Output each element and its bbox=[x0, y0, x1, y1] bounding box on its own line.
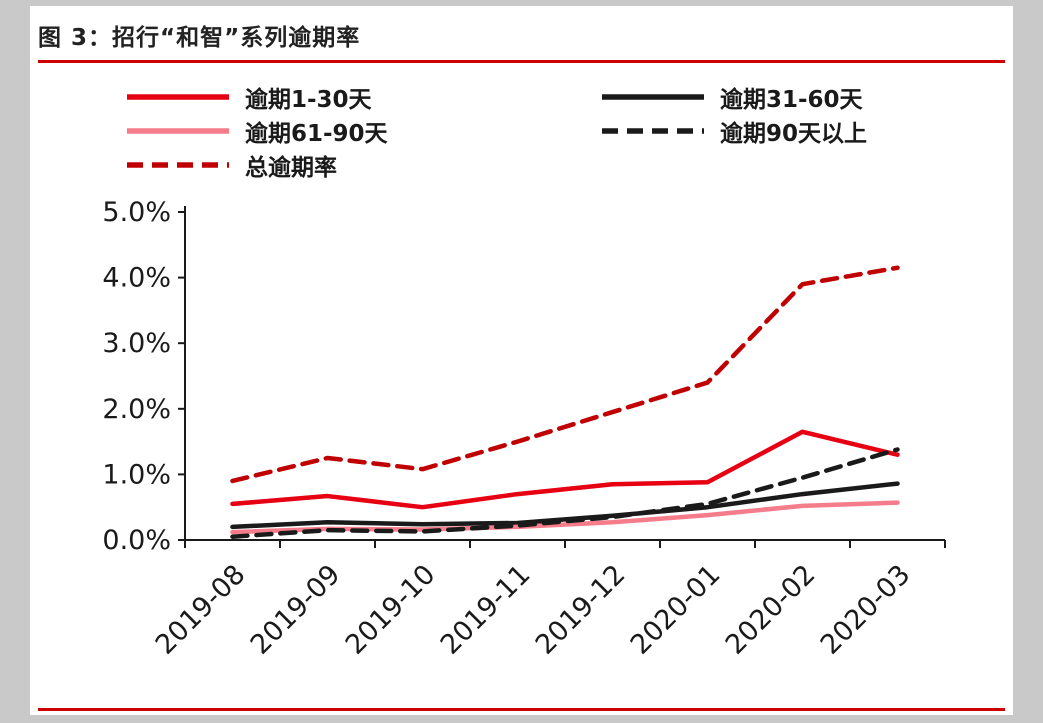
svg-text:4.0%: 4.0% bbox=[102, 263, 171, 294]
chart-area: 0.0% 1.0% 2.0% 3.0% 4.0% 5.0% 2019-08 2019-09 20… bbox=[85, 190, 965, 664]
svg-text:5.0%: 5.0% bbox=[102, 197, 171, 228]
svg-text:0.0%: 0.0% bbox=[102, 525, 171, 556]
figure-title: 图 3：招行“和智”系列逾期率 bbox=[38, 25, 361, 51]
svg-text:2020-01: 2020-01 bbox=[625, 559, 727, 661]
svg-text:2019-09: 2019-09 bbox=[245, 559, 347, 661]
svg-text:2.0%: 2.0% bbox=[102, 394, 171, 425]
svg-text:2019-08: 2019-08 bbox=[150, 559, 252, 661]
legend-label: 逾期90天以上 bbox=[720, 121, 868, 147]
legend-line-sample-icon bbox=[127, 94, 229, 100]
legend-line-sample-icon bbox=[127, 128, 229, 134]
legend-label: 逾期31-60天 bbox=[720, 87, 863, 113]
svg-text:1.0%: 1.0% bbox=[102, 459, 171, 490]
legend-line-sample-icon bbox=[602, 94, 704, 100]
title-underline-rule bbox=[38, 60, 1005, 63]
svg-text:3.0%: 3.0% bbox=[102, 328, 171, 359]
legend-item-overdue-31-60: 逾期31-60天 bbox=[600, 82, 867, 113]
svg-text:2020-02: 2020-02 bbox=[720, 559, 822, 661]
legend-line-sample-icon bbox=[127, 162, 229, 168]
legend-label: 逾期61-90天 bbox=[245, 121, 388, 147]
chart-legend: 逾期1-30天 逾期31-60天 逾期61-90天 逾期90天以上 总逾期率 bbox=[125, 82, 868, 181]
line-chart-svg: 0.0%1.0%2.0%3.0%4.0%5.0%2019-082019-0920… bbox=[102, 197, 946, 661]
legend-item-overdue-1-30: 逾期1-30天 bbox=[125, 82, 600, 113]
bottom-rule bbox=[38, 708, 1005, 711]
legend-line-sample-icon bbox=[602, 128, 704, 134]
svg-text:2019-11: 2019-11 bbox=[435, 559, 537, 661]
legend-item-overdue-61-90: 逾期61-90天 bbox=[125, 116, 600, 147]
figure-card: 图 3：招行“和智”系列逾期率 逾期1-30天 逾期31-60天 逾期61-90… bbox=[30, 6, 1013, 715]
legend-item-total-overdue: 总逾期率 bbox=[125, 150, 600, 181]
svg-text:2020-03: 2020-03 bbox=[815, 559, 917, 661]
svg-text:2019-10: 2019-10 bbox=[340, 559, 442, 661]
legend-label: 逾期1-30天 bbox=[245, 87, 372, 113]
legend-item-overdue-90plus: 逾期90天以上 bbox=[600, 116, 868, 147]
legend-label: 总逾期率 bbox=[245, 155, 337, 181]
svg-text:2019-12: 2019-12 bbox=[530, 559, 632, 661]
